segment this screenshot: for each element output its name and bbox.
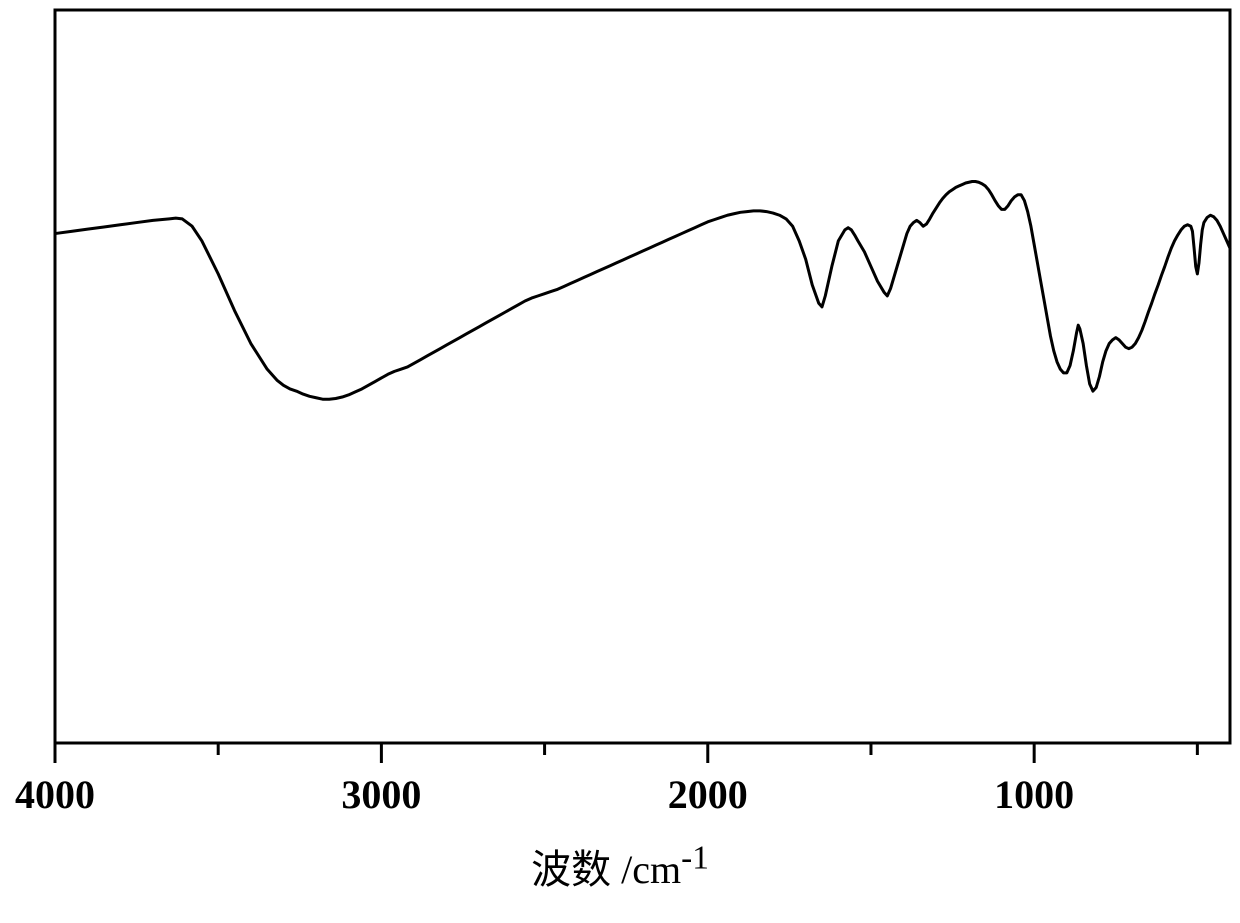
x-tick-label: 3000 xyxy=(341,771,421,818)
plot-border xyxy=(55,10,1230,743)
x-tick-label: 1000 xyxy=(994,771,1074,818)
x-tick-label: 4000 xyxy=(15,771,95,818)
ir-spectrum-chart: 4000 3000 2000 1000 波数 /cm-1 xyxy=(0,0,1240,923)
x-axis-label-text: 波数 /cm xyxy=(531,847,681,892)
x-axis-title: 波数 /cm-1 xyxy=(531,837,709,895)
x-axis-label-sup: -1 xyxy=(681,840,709,877)
x-tick-label: 2000 xyxy=(668,771,748,818)
